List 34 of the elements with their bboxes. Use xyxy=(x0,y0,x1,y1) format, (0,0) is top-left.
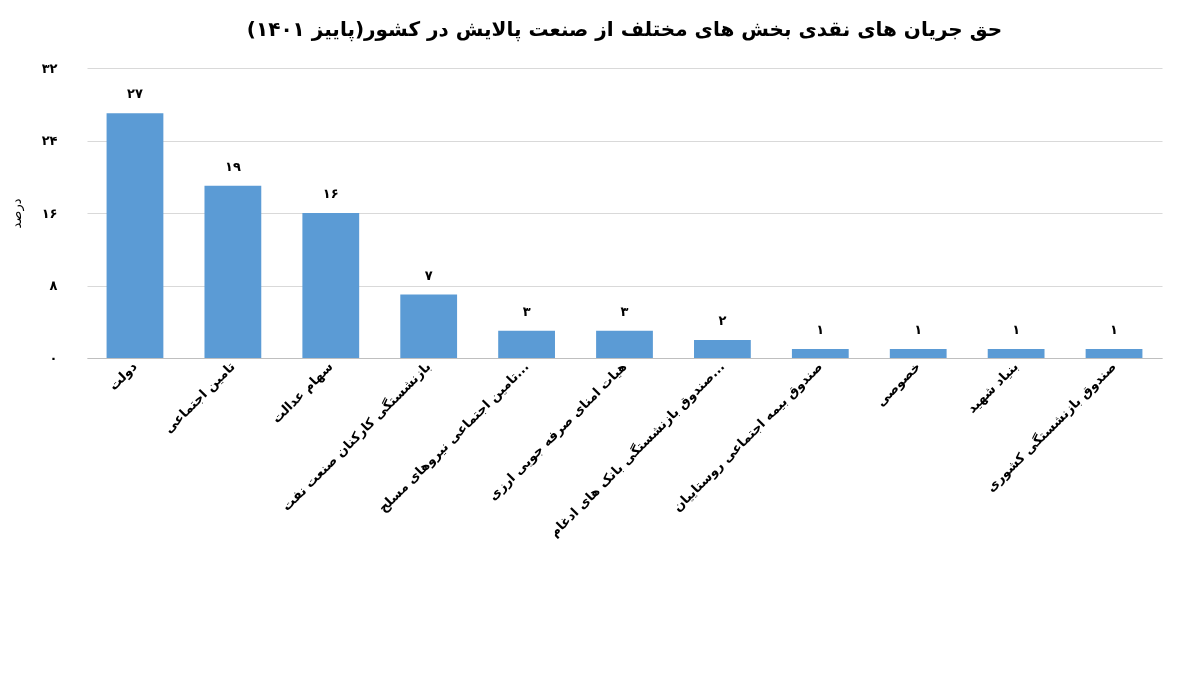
y-tick-label: ۲۴ xyxy=(41,133,58,148)
bar xyxy=(400,294,458,358)
y-tick-label: ۳۲ xyxy=(41,60,58,76)
x-tick-label: بنیاد شهید xyxy=(963,358,1022,416)
bar xyxy=(106,113,164,358)
chart-title: حق جریان های نقدی بخش های مختلف از صنعت پالایش در کشور(پاییز ۱۴۰۱) xyxy=(246,17,1003,42)
data-label: ۱ xyxy=(914,321,923,337)
x-tick-label: دولت xyxy=(105,358,141,394)
bar xyxy=(987,348,1045,358)
x-tick-label: تامین اجتماعی xyxy=(160,358,238,436)
data-label: ۲۷ xyxy=(127,86,143,102)
x-tick-label: خصوصی xyxy=(872,358,924,410)
x-tick-label: سهام عدالت xyxy=(268,358,337,427)
y-axis-title: درصد xyxy=(8,198,25,229)
bar xyxy=(694,339,751,358)
bar xyxy=(204,185,262,358)
bar xyxy=(498,330,555,358)
bar xyxy=(596,330,653,358)
data-label: ۳ xyxy=(620,303,629,319)
data-label: ۱ xyxy=(1012,321,1021,337)
bar xyxy=(791,348,849,358)
y-tick-label: ۱۶ xyxy=(41,205,58,221)
data-label: ۷ xyxy=(424,267,433,283)
data-label: ۱ xyxy=(816,321,825,337)
data-label: ۲ xyxy=(718,312,727,328)
data-label: ۳ xyxy=(522,303,531,319)
data-label: ۱۹ xyxy=(224,158,241,174)
bar xyxy=(1085,348,1143,358)
data-label: ۱۶ xyxy=(322,186,339,201)
bar xyxy=(889,348,947,358)
bar xyxy=(302,213,360,358)
data-label: ۱ xyxy=(1110,321,1118,337)
y-tick-label: ۰ xyxy=(49,350,58,366)
y-tick-label: ۸ xyxy=(49,278,58,293)
